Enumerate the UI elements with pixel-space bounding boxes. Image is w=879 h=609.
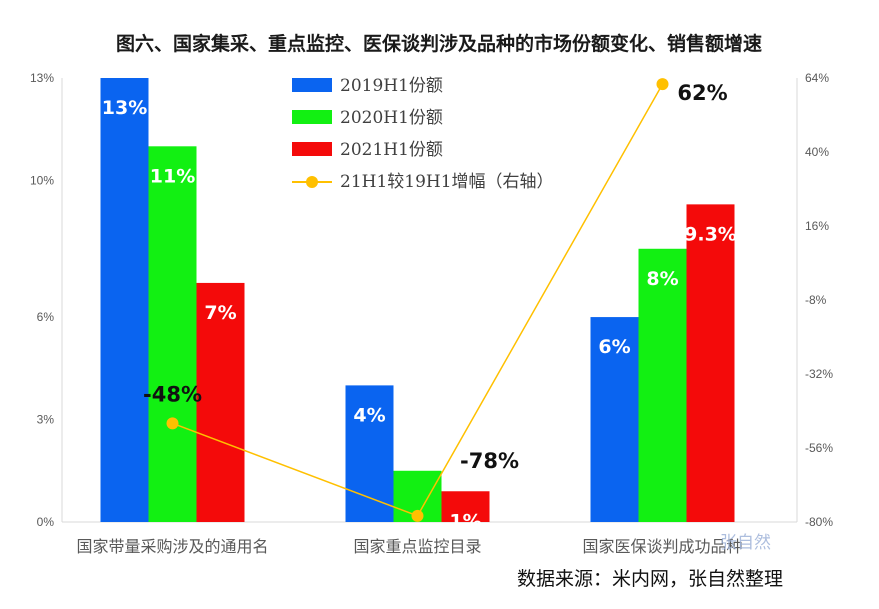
- bar-value-label: 11%: [150, 165, 195, 187]
- legend-swatch: [292, 78, 332, 92]
- left-tick-label: 0%: [37, 515, 55, 529]
- axes: 0% 3% 6% 10% 13% -80% -56% -32% -8% 16% 40% 64% 国家带量…: [30, 71, 833, 556]
- bar: [686, 204, 735, 522]
- bar-value-label: 13%: [102, 97, 147, 119]
- growth-line-point: [656, 78, 669, 91]
- right-tick-label: 16%: [805, 219, 829, 233]
- category-label: 国家重点监控目录: [353, 537, 481, 556]
- left-tick-label: 3%: [37, 413, 55, 427]
- legend-swatch: [292, 142, 332, 156]
- bar: [638, 248, 687, 522]
- growth-line-point: [166, 417, 179, 430]
- right-tick-label: -80%: [805, 515, 833, 529]
- right-tick-label: -8%: [805, 293, 827, 307]
- bar: [345, 385, 394, 522]
- watermark: 张自然: [720, 533, 771, 553]
- growth-line-point: [411, 509, 424, 522]
- legend-label: 2019H1份额: [340, 76, 443, 96]
- right-tick-label: 64%: [805, 71, 829, 85]
- bar: [196, 282, 245, 522]
- bar-value-label: 8%: [646, 268, 678, 290]
- bars: 13% 4% 6% 11% 8% 7% 1% 9.3%: [100, 78, 737, 532]
- legend-swatch: [292, 110, 332, 124]
- right-tick-label: 40%: [805, 145, 829, 159]
- bar-value-label: 7%: [204, 302, 236, 324]
- bar-value-label: 4%: [353, 404, 385, 426]
- growth-line-label: -78%: [460, 449, 519, 473]
- legend-line-marker: [306, 176, 318, 188]
- category-label: 国家带量采购涉及的通用名: [76, 537, 268, 556]
- left-tick-label: 13%: [30, 71, 54, 85]
- legend-label: 21H1较19H1增幅（右轴）: [340, 172, 554, 192]
- bar: [590, 317, 639, 522]
- growth-line-label: -48%: [143, 382, 202, 406]
- left-tick-label: 10%: [30, 173, 54, 187]
- legend-label: 2020H1份额: [340, 108, 443, 128]
- growth-line: -48% -78% 62%: [143, 78, 728, 522]
- growth-line-label: 62%: [677, 81, 727, 105]
- chart-title: 图六、国家集采、重点监控、医保谈判涉及品种的市场份额变化、销售额增速: [116, 32, 762, 55]
- bar: [148, 146, 197, 523]
- legend: 2019H1份额 2020H1份额 2021H1份额 21H1较19H1增幅（右轴）: [292, 76, 554, 192]
- category-label: 国家医保谈判成功品种: [582, 537, 742, 556]
- bar: [441, 491, 490, 522]
- bar-value-label: 6%: [598, 336, 630, 358]
- right-tick-label: -32%: [805, 367, 833, 381]
- source-text: 数据来源：米内网，张自然整理: [517, 568, 783, 590]
- legend-label: 2021H1份额: [340, 140, 443, 160]
- bar-value-label: 9.3%: [684, 223, 737, 245]
- right-tick-label: -56%: [805, 441, 833, 455]
- left-tick-label: 6%: [37, 310, 55, 324]
- bar-value-label: 1%: [449, 510, 481, 532]
- bar: [100, 78, 149, 522]
